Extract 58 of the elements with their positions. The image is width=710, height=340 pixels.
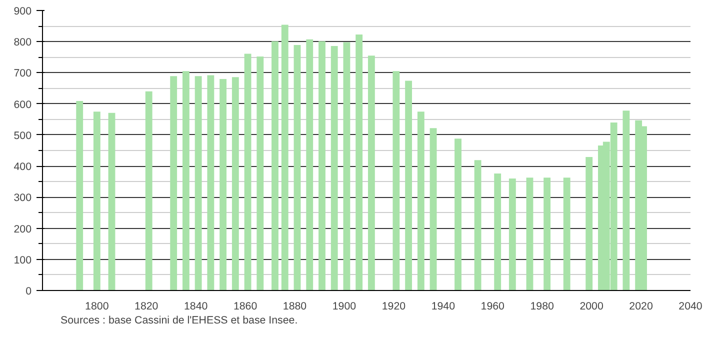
x-tick-label: 2020 [629,300,653,312]
bar [145,91,152,290]
x-tick-label: 1860 [233,300,258,312]
x-tick-label: 1820 [134,300,158,312]
x-tick-label: 1940 [431,300,456,312]
y-tick-label: 200 [14,223,32,236]
bar [544,178,551,290]
bar [494,174,502,290]
bar [318,41,326,290]
bar [294,45,301,290]
y-tick-label: 100 [14,254,32,266]
x-tick-label: 1900 [332,300,356,312]
bar [622,110,630,290]
x-tick-label: 1920 [382,300,406,312]
bar [563,178,570,290]
bar [586,157,593,290]
y-tick-label: 0 [26,286,32,298]
x-tick-label: 1960 [480,300,505,312]
y-tick-label: 400 [14,161,32,174]
x-tick-label: 1800 [85,300,109,312]
x-tick-label: 1980 [530,300,554,312]
bar [256,56,264,290]
bar [182,71,190,290]
bar [306,39,314,290]
source-note: Sources : base Cassini de l'EHESS et base Insee. [60,314,298,326]
bar [392,71,400,290]
bar [330,46,338,290]
bar [343,42,350,290]
bar [430,128,437,290]
bar [93,112,100,290]
bar [356,34,363,290]
y-tick-label: 600 [14,98,32,111]
bar [220,78,227,290]
y-tick-label: 700 [14,68,32,80]
bar [207,75,214,290]
bar [232,77,239,290]
bar [474,160,482,290]
y-tick-label: 900 [14,6,32,18]
y-tick-label: 300 [14,192,32,204]
bar [170,76,178,290]
y-tick-label: 500 [14,130,32,142]
bar [108,112,116,290]
bar [526,178,534,290]
x-tick-label: 2040 [678,300,702,312]
bar [272,41,278,290]
bar [454,138,462,290]
bar [76,101,84,290]
bar [244,54,252,290]
bar [194,76,202,290]
bar [368,56,375,290]
bar [508,178,516,290]
x-tick-label: 2000 [580,300,604,312]
bar [417,112,424,290]
x-tick-label: 1880 [282,300,307,312]
bar [281,24,288,290]
bar [405,80,412,290]
y-tick-label: 800 [14,36,32,49]
x-tick-label: 1840 [184,300,208,312]
